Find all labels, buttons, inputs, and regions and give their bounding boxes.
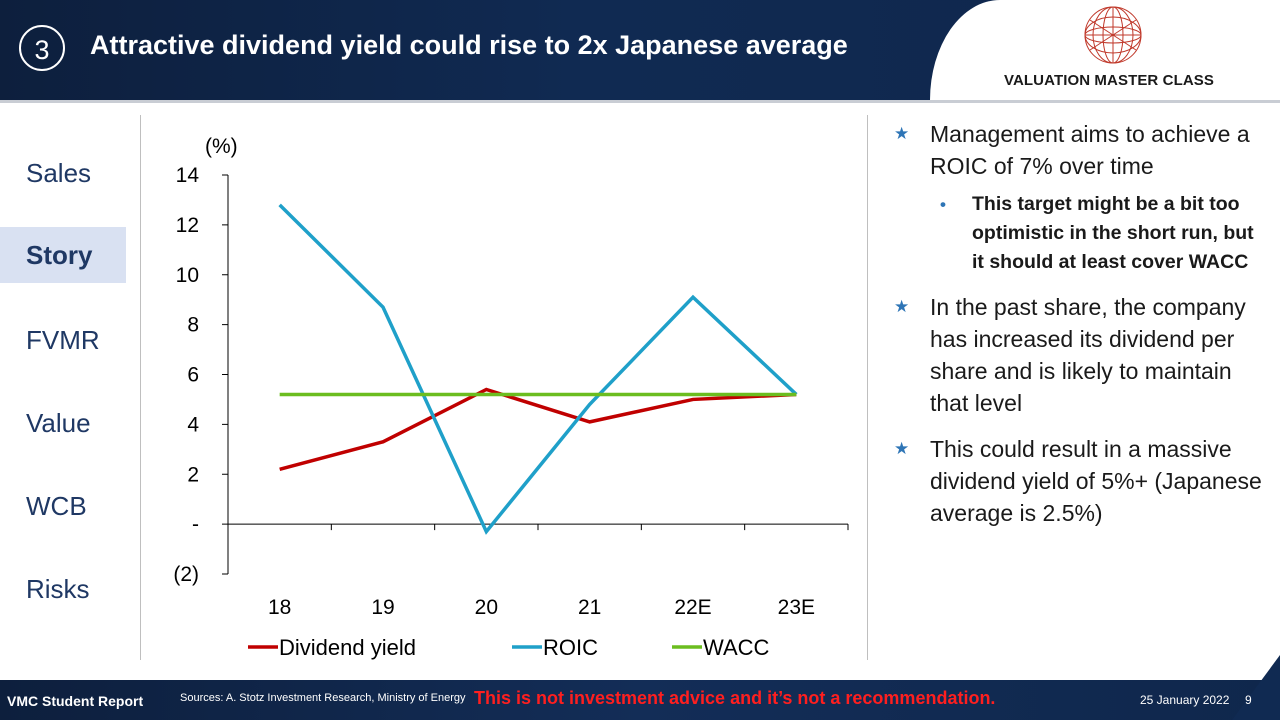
bullet-item: ★ In the past share, the company has inc…	[890, 291, 1265, 419]
nav-item-sales[interactable]: Sales	[26, 158, 92, 188]
wireframe-globe-icon	[1084, 6, 1142, 64]
star-icon: ★	[894, 297, 910, 316]
bullet-item: ★ Management aims to achieve a ROIC of 7…	[890, 118, 1265, 277]
legend: Dividend yield ROIC WACC	[248, 635, 770, 660]
footer-disclaimer: This is not investment advice and it’s n…	[474, 688, 996, 708]
legend-label: Dividend yield	[279, 635, 416, 660]
logo-wordmark: VALUATION MASTER CLASS	[1004, 72, 1214, 89]
nav-item-value[interactable]: Value	[26, 408, 91, 438]
series-line-dividend-yield	[279, 387, 797, 471]
sub-bullet-text: This target might be a bit too optimisti…	[972, 193, 1254, 273]
y-tick-label: 6	[187, 364, 199, 387]
x-axis: 18 19 20 21 22E 23E	[227, 523, 849, 619]
page-number: 9	[1245, 693, 1252, 707]
footer-sources: Sources: A. Stotz Investment Research, M…	[180, 692, 466, 704]
y-tick-label: 14	[176, 164, 200, 187]
bullet-text: Management aims to achieve a ROIC of 7% …	[930, 121, 1250, 179]
series-lines	[278, 203, 798, 535]
footer-report-label: VMC Student Report	[7, 693, 144, 709]
y-tick-label: (2)	[173, 563, 199, 586]
section-number-badge: 3	[19, 25, 65, 71]
y-tick-label: 2	[187, 463, 199, 486]
x-tick-label: 23E	[778, 596, 815, 619]
slide-title: Attractive dividend yield could rise to …	[90, 30, 848, 60]
y-unit-label: (%)	[205, 135, 238, 158]
bullet-item: ★ This could result in a massive dividen…	[890, 433, 1265, 529]
star-icon: ★	[894, 124, 910, 143]
star-icon: ★	[894, 439, 910, 458]
nav-item-fvmr[interactable]: FVMR	[26, 325, 100, 355]
nav-divider	[140, 115, 141, 660]
nav-item-story[interactable]: Story	[0, 227, 126, 283]
y-tick-label: -	[192, 513, 199, 536]
series-line-roic	[278, 203, 798, 535]
nav-item-risks[interactable]: Risks	[26, 574, 90, 604]
x-tick-label: 18	[268, 596, 291, 619]
sub-bullet-item: • This target might be a bit too optimis…	[890, 190, 1265, 277]
bullet-text: In the past share, the company has incre…	[930, 294, 1246, 416]
bullet-text: This could result in a massive dividend …	[930, 436, 1262, 526]
y-axis: (2) - 2 4 6 8 10 12 14	[173, 164, 229, 586]
footer-corner-decoration	[1232, 655, 1280, 720]
x-tick-label: 19	[371, 596, 394, 619]
x-tick-label: 20	[475, 596, 498, 619]
chart-divider	[867, 115, 868, 660]
legend-label: ROIC	[543, 635, 598, 660]
y-tick-label: 8	[187, 314, 199, 337]
legend-label: WACC	[703, 635, 770, 660]
footer-date: 25 January 2022	[1140, 693, 1230, 707]
bullet-list: ★ Management aims to achieve a ROIC of 7…	[890, 118, 1265, 543]
y-tick-label: 4	[187, 413, 199, 436]
x-tick-label: 21	[578, 596, 601, 619]
footer-bar	[0, 680, 1280, 720]
y-tick-label: 12	[176, 214, 199, 237]
line-chart: (%) (2) - 2 4 6 8 10 12 14 18 19 20 21 22E 23E Divide…	[173, 135, 849, 660]
nav-item-wcb[interactable]: WCB	[26, 491, 87, 521]
y-tick-label: 10	[176, 264, 199, 287]
dot-icon: •	[940, 195, 946, 214]
x-tick-label: 22E	[674, 596, 711, 619]
header-divider	[0, 100, 1280, 103]
